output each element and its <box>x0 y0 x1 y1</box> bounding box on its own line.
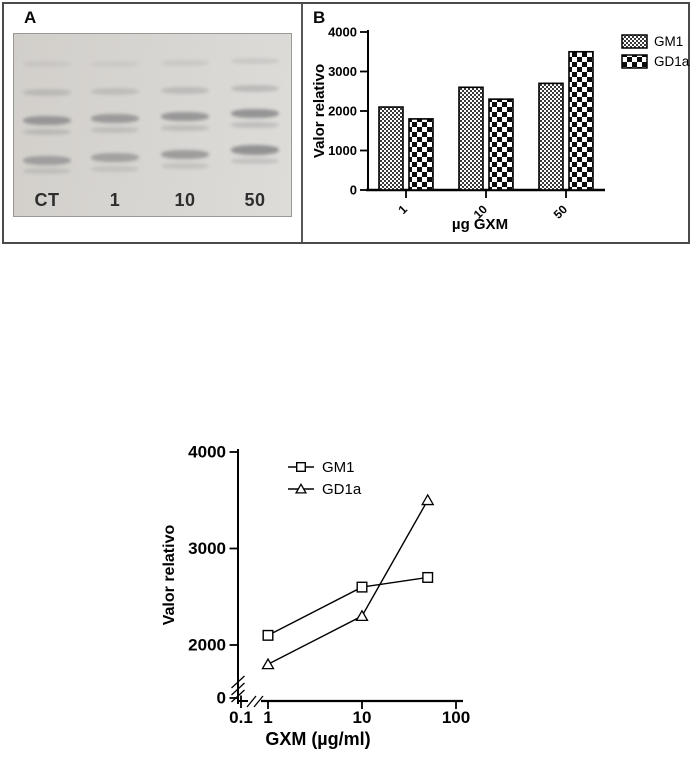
gel-band-lane-CT <box>23 156 71 165</box>
gel-band-lane-50 <box>231 109 279 118</box>
legend-label-GM1: GM1 <box>654 34 683 49</box>
gel-band-lane-50 <box>231 85 279 92</box>
gel-band-lane-1 <box>91 127 139 133</box>
legend-label-GD1a: GD1a <box>322 481 362 498</box>
panel-b-label: B <box>313 8 326 27</box>
y-axis-break <box>231 682 245 696</box>
gel-band-lane-10 <box>161 60 209 66</box>
gel-band-lane-1 <box>91 153 139 162</box>
x-tick-label: 50 <box>551 202 571 222</box>
y-tick-label: 4000 <box>188 443 226 462</box>
marker-GM1 <box>356 581 368 593</box>
y-tick-label: 1000 <box>328 143 357 158</box>
gel-lane-label: 50 <box>244 190 266 210</box>
x-axis-break <box>253 695 264 708</box>
gel-band-lane-CT <box>23 116 71 125</box>
legend-swatch-GD1a <box>621 54 648 69</box>
y-axis-break <box>231 689 245 703</box>
gel-blot-image: CT 1 10 50 <box>13 33 292 217</box>
gel-band-lane-CT <box>23 129 71 135</box>
marker-GM1 <box>262 629 274 641</box>
legend-label-GD1a: GD1a <box>654 54 690 69</box>
gel-band-lane-CT <box>23 89 71 96</box>
gel-band-lane-10 <box>161 150 209 159</box>
y-tick-label: 3000 <box>188 539 226 558</box>
line-y-axis-title: Valor relativo <box>161 525 178 626</box>
bar-GM1-10 <box>458 86 484 191</box>
y-tick-label: 0 <box>217 689 226 708</box>
series-line-GM1 <box>267 576 428 636</box>
legend-label-GM1: GM1 <box>322 459 355 476</box>
x-tick-label: 1 <box>395 202 410 217</box>
x-tick-label: 1 <box>263 708 272 727</box>
gel-lane-label: 1 <box>109 190 121 210</box>
legend-marker-GD1a <box>294 482 308 494</box>
gel-band-lane-50 <box>231 58 279 64</box>
bar-GD1a-50 <box>568 50 594 191</box>
gel-band-lane-1 <box>91 166 139 172</box>
bar-GD1a-1 <box>408 118 434 191</box>
marker-GD1a <box>355 609 369 622</box>
panel-a-label: A <box>24 8 37 27</box>
bar-GM1-1 <box>378 106 404 191</box>
gel-lane-label: 10 <box>174 190 196 210</box>
marker-GD1a <box>261 657 275 670</box>
gel-band-lane-CT <box>23 168 71 174</box>
bar-y-axis-title: Valor relativo <box>311 64 328 158</box>
line-x-axis-title: GXM (µg/ml) <box>265 729 370 749</box>
y-tick-label: 4000 <box>328 25 357 40</box>
line-chart: 0 2000 3000 4000 0.1 1 10 100 GXM (µg/ml) Valor r… <box>161 443 470 750</box>
legend-swatch-GM1 <box>621 34 648 49</box>
y-tick-label: 0 <box>350 183 357 198</box>
gel-band-lane-50 <box>231 145 279 155</box>
gel-band-lane-CT <box>23 61 71 67</box>
gel-band-lane-1 <box>91 114 139 123</box>
x-tick-label: 100 <box>442 708 470 727</box>
marker-GD1a <box>421 493 435 506</box>
legend-marker-GM1 <box>295 462 306 473</box>
y-tick-label: 3000 <box>328 64 357 79</box>
gel-band-lane-10 <box>161 125 209 131</box>
panel-ab-box: A CT 1 10 50 B 0 1000 2000 3000 4000 1 10 50 µg GXM… <box>2 2 690 244</box>
gel-band-lane-10 <box>161 163 209 169</box>
y-tick-label: 2000 <box>328 104 357 119</box>
x-axis-break <box>246 695 257 708</box>
panel-divider <box>301 4 303 242</box>
y-axis-break <box>231 675 245 689</box>
x-tick-label: 10 <box>353 708 372 727</box>
bar-x-axis-title: µg GXM <box>452 216 508 233</box>
bar-GM1-50 <box>538 82 564 191</box>
gel-band-lane-1 <box>91 61 139 67</box>
bar-GD1a-10 <box>488 98 514 191</box>
gel-band-lane-50 <box>231 158 279 164</box>
gel-lane-label: CT <box>34 190 60 210</box>
marker-GM1 <box>422 571 434 583</box>
series-line-GD1a <box>267 499 429 665</box>
gel-band-lane-50 <box>231 122 279 128</box>
gel-band-lane-10 <box>161 112 209 121</box>
y-tick-label: 2000 <box>188 636 226 655</box>
gel-band-lane-10 <box>161 87 209 94</box>
gel-band-lane-1 <box>91 88 139 95</box>
x-tick-label: 0.1 <box>229 708 253 727</box>
